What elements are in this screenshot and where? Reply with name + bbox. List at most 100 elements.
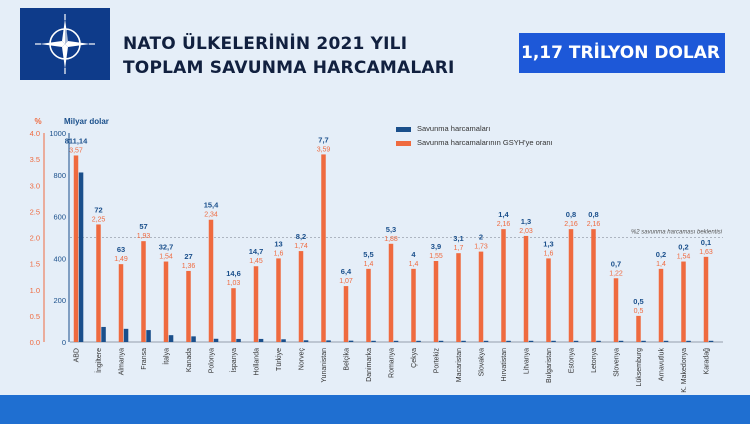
legend-swatch-ratio (396, 140, 411, 146)
bar-spending (573, 340, 579, 342)
data-label-spending: 0,2 (656, 250, 666, 259)
left-axis-tick-label: 0.5 (30, 312, 40, 321)
data-label-ratio: 1,7 (454, 245, 464, 252)
page-title: NATO ÜLKELERİNİN 2021 YILI TOPLAM SAVUNM… (123, 32, 455, 80)
left-axis-title: % (34, 117, 41, 126)
left-axis-tick-label: 1.5 (30, 260, 40, 269)
bar-ratio (478, 251, 484, 342)
bar-spending (213, 338, 219, 342)
data-label-ratio: 1,4 (656, 261, 666, 268)
category-label: Letonya (591, 348, 598, 373)
bar-ratio (163, 261, 169, 342)
data-label-spending: 13 (274, 239, 282, 248)
right-axis-tick-label: 200 (53, 296, 66, 305)
bar-spending (348, 340, 354, 342)
bar-ratio (636, 315, 641, 342)
left-axis-tick-label: 2.0 (30, 234, 40, 243)
category-label: İtalya (162, 348, 171, 365)
bar-spending (371, 340, 376, 342)
category-label: K. Makedonya (681, 348, 688, 393)
data-label-spending: 1,3 (543, 239, 553, 248)
data-label-spending: 4 (411, 250, 416, 259)
data-label-spending: 14,6 (226, 269, 241, 278)
badge-text: 1,17 TRİLYON DOLAR (521, 43, 721, 63)
data-label-ratio: 1,74 (294, 243, 308, 250)
category-label: Romanya (389, 348, 396, 378)
data-label-spending: 6,4 (341, 267, 352, 276)
category-label: Karadağ (704, 348, 711, 375)
bar-spending (596, 340, 601, 342)
category-label: Çekya (411, 348, 418, 368)
bar-ratio (591, 229, 596, 342)
bar-spending (78, 172, 84, 342)
category-label: İspanya (229, 348, 238, 373)
data-label-ratio: 3,57 (69, 147, 83, 154)
bar-spending (641, 340, 646, 342)
legend-swatch-spending (396, 126, 411, 132)
right-axis-tick-label: 0 (62, 338, 66, 347)
bar-ratio (186, 270, 191, 342)
data-label-spending: 0,8 (566, 210, 576, 219)
bar-ratio (298, 251, 304, 342)
category-label: Almanya (119, 348, 126, 375)
category-label: Macaristan (456, 348, 463, 382)
bar-spending (483, 340, 489, 342)
category-label: Arnavutluk (659, 348, 666, 382)
bar-spending (551, 340, 556, 342)
bar-spending (191, 336, 196, 342)
category-label: Norveç (299, 348, 306, 371)
data-label-spending: 3,1 (453, 234, 463, 243)
bar-ratio (681, 261, 686, 342)
bar-spending (393, 340, 399, 342)
bar-spending (258, 338, 264, 342)
category-label: ABD (74, 348, 81, 362)
category-label: Kanada (186, 348, 193, 372)
category-label: Hollanda (254, 348, 261, 376)
data-label-ratio: 1,4 (364, 261, 374, 268)
category-label: Slovenya (614, 348, 621, 377)
bar-ratio (96, 224, 101, 342)
bar-spending (123, 328, 129, 342)
bar-ratio (411, 268, 416, 342)
bar-spending (663, 340, 669, 342)
title-line-1: NATO ÜLKELERİNİN 2021 YILI (123, 34, 408, 54)
bar-ratio (388, 243, 394, 342)
category-label: Danimarka (366, 348, 373, 382)
left-axis-tick-label: 2.5 (30, 207, 40, 216)
total-spending-badge: 1,17 TRİLYON DOLAR (519, 33, 725, 73)
nato-logo (20, 8, 110, 80)
bar-ratio (546, 258, 551, 342)
data-label-ratio: 1,93 (137, 233, 151, 240)
right-axis-tick-label: 800 (53, 171, 66, 180)
bar-ratio (253, 266, 259, 342)
data-label-spending: 15,4 (204, 201, 219, 210)
data-label-ratio: 1,63 (699, 249, 713, 256)
nato-compass-star-icon (35, 14, 95, 74)
bar-ratio (456, 253, 461, 342)
data-label-ratio: 2,16 (497, 221, 511, 228)
chart: 0.0 0.5 1.0 1.5 2.0 2.5 3.0 3.5 4.0% 0 200 400 600 80… (30, 117, 723, 393)
data-label-spending: 0,7 (611, 259, 621, 268)
bar-ratio (433, 261, 439, 342)
category-label: Portekiz (434, 348, 441, 374)
bar-ratio (141, 241, 146, 342)
bar-spending (281, 339, 286, 342)
data-label-ratio: 1,54 (677, 254, 691, 261)
data-label-spending: 5,5 (363, 250, 373, 259)
category-label: Polonya (209, 348, 216, 373)
bar-spending (101, 326, 106, 342)
threshold-label: %2 savunma harcaması beklentisi (631, 230, 723, 236)
data-label-spending: 2 (479, 233, 483, 242)
data-label-ratio: 2,25 (92, 216, 106, 223)
bar-spending (416, 340, 421, 342)
data-label-spending: 72 (94, 205, 102, 214)
bar-ratio (523, 235, 529, 342)
data-label-ratio: 1,49 (114, 256, 128, 263)
data-label-spending: 7,7 (318, 135, 328, 144)
data-label-ratio: 3,59 (317, 146, 331, 153)
data-label-spending: 811,14 (65, 136, 88, 145)
bar-ratio (73, 155, 79, 342)
bar-ratio (231, 288, 236, 342)
data-label-ratio: 1,07 (339, 278, 353, 285)
data-label-ratio: 2,03 (519, 228, 533, 235)
